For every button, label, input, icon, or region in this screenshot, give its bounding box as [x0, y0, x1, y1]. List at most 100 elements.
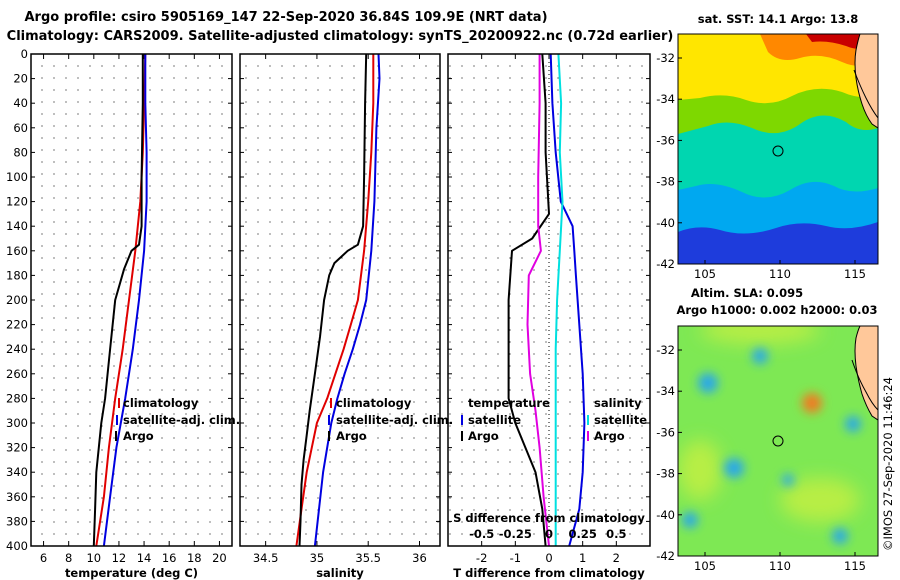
- x-tick-label: 8: [65, 551, 72, 565]
- plot-frame: [447, 53, 651, 547]
- y-tick-label: 80: [13, 145, 28, 159]
- series-argo: [92, 54, 144, 547]
- map-x-tick-label: 105: [694, 267, 716, 281]
- map-x-tick-label: 115: [844, 267, 866, 281]
- legend-label-argo: Argo: [123, 429, 154, 443]
- y-tick-label: 60: [13, 121, 28, 135]
- map-x-tick-label: 110: [769, 559, 791, 573]
- series-salinity-argo: [526, 54, 550, 547]
- sla-argo-position: [772, 435, 784, 447]
- sla-base: [678, 326, 878, 556]
- x-tick-label: -2: [476, 551, 487, 565]
- map-x-tick-label: 110: [769, 267, 791, 281]
- x-axis-label: T difference from climatology: [453, 566, 645, 580]
- y-tick-label: 20: [13, 72, 28, 86]
- sla-ridge: [780, 478, 860, 522]
- map-y-tick-label: -32: [656, 343, 675, 357]
- series-temperature-satellite: [549, 53, 586, 547]
- map-y-tick-label: -36: [656, 133, 675, 147]
- x2-axis-label: S difference from climatology: [453, 511, 645, 525]
- map-y-tick-label: -36: [656, 425, 675, 439]
- legend-label-sal-satellite: satellite: [594, 413, 647, 427]
- plot-frame: [30, 53, 233, 547]
- y-tick-label: 40: [13, 96, 28, 110]
- x2-tick-label: -0.5: [469, 527, 494, 541]
- x2-tick-label: -0.25: [499, 527, 532, 541]
- y-tick-label: 400: [6, 539, 28, 553]
- header-line1: Argo profile: csiro 5905169_147 22-Sep-2…: [24, 10, 547, 25]
- salinity-panel: 34.5 35 35.5 36 salinity: [239, 53, 441, 580]
- x-tick-label: 18: [187, 551, 202, 565]
- sla-low-eddy: [845, 416, 861, 432]
- series-climatology: [295, 54, 375, 547]
- x-tick-label: 14: [137, 551, 152, 565]
- x-tick-label: 35: [310, 551, 325, 565]
- y-tick-label: 380: [6, 514, 28, 528]
- header-line2: Climatology: CARS2009. Satellite-adjuste…: [7, 29, 674, 44]
- y-tick-label: 140: [6, 219, 28, 233]
- legend-label-satellite: satellite-adj. clim.: [123, 413, 240, 427]
- y-tick-label: 100: [6, 170, 28, 184]
- map-y-tick-label: -40: [656, 508, 675, 522]
- y-tick-label: 220: [6, 318, 28, 332]
- sst-land: [854, 34, 878, 129]
- sst-axes: -32 -34 -36 -38 -40 -42 105 110 115: [656, 51, 866, 281]
- map-y-tick-label: -32: [656, 51, 675, 65]
- salinity-legend: climatology satellite-adj. clim. Argo: [328, 396, 453, 443]
- legend-title-temperature: temperature: [468, 396, 550, 410]
- sla-coast-contour: [851, 359, 878, 411]
- y-tick-label: 240: [6, 342, 28, 356]
- legend-label-satellite: satellite-adj. clim.: [336, 413, 453, 427]
- sla-broad-features: [678, 326, 860, 522]
- y-tick-label: 340: [6, 465, 28, 479]
- x-tick-label: 16: [162, 551, 177, 565]
- x2-tick-label: 0.5: [606, 527, 626, 541]
- sst-map: sat. SST: 14.1 Argo: 13.8 -32 -34 -36 -38 -4…: [656, 12, 879, 281]
- sla-low-eddy: [832, 528, 848, 544]
- sla-axes: -32 -34 -36 -38 -40 -42 105 110 115: [656, 343, 866, 573]
- map-x-tick-label: 105: [694, 559, 716, 573]
- map-y-tick-label: -34: [656, 92, 675, 106]
- x-axis-label: salinity: [316, 566, 364, 580]
- sla-land: [854, 326, 878, 421]
- sst-map-title: sat. SST: 14.1 Argo: 13.8: [698, 12, 858, 26]
- sst-coast-contour: [853, 69, 878, 119]
- x-tick-label: 0: [545, 551, 552, 565]
- series-satellite-adj-clim-: [102, 54, 148, 547]
- grid-dots: [448, 54, 650, 546]
- x-tick-label: 12: [112, 551, 127, 565]
- legend-label-climatology: climatology: [336, 396, 412, 410]
- x-tick-label: 20: [212, 551, 227, 565]
- legend-label-temp-satellite: satellite: [468, 413, 521, 427]
- x-tick-label: 10: [86, 551, 101, 565]
- map-y-tick-label: -34: [656, 384, 675, 398]
- x-tick-label: 2: [613, 551, 620, 565]
- legend-title-salinity: salinity: [594, 396, 642, 410]
- sla-low-eddy: [724, 458, 744, 478]
- sla-low-eddy: [698, 373, 718, 393]
- series-satellite-adj-clim-: [313, 53, 381, 547]
- y-tick-label: 200: [6, 293, 28, 307]
- credit-stamp: ©IMOS 27-Sep-2020 11:46:24: [881, 377, 895, 551]
- sla-map-title1: Altim. SLA: 0.095: [691, 286, 803, 300]
- difference-panel: -2 -1 0 1 2T difference from climatology S di…: [447, 53, 651, 580]
- y-tick-label: 300: [6, 416, 28, 430]
- series-argo: [298, 53, 368, 547]
- sla-map-title2: Argo h1000: 0.002 h2000: 0.03: [676, 303, 877, 317]
- y-tick-label: 180: [6, 268, 28, 282]
- map-y-tick-label: -38: [656, 467, 675, 481]
- sla-low-eddy: [682, 512, 698, 528]
- sla-field: [678, 326, 878, 556]
- map-x-tick-label: 115: [844, 559, 866, 573]
- x-tick-label: 35.5: [355, 551, 381, 565]
- y-tick-label: 160: [6, 244, 28, 258]
- map-y-tick-label: -40: [656, 216, 675, 230]
- legend-label-temp-argo: Argo: [468, 429, 499, 443]
- x-tick-label: 6: [40, 551, 47, 565]
- grid-dots: [240, 54, 440, 546]
- sla-eddies: [682, 348, 861, 544]
- grid-dots: [31, 54, 232, 546]
- x2-tick-label: 0: [545, 527, 553, 541]
- y-tick-label: 320: [6, 441, 28, 455]
